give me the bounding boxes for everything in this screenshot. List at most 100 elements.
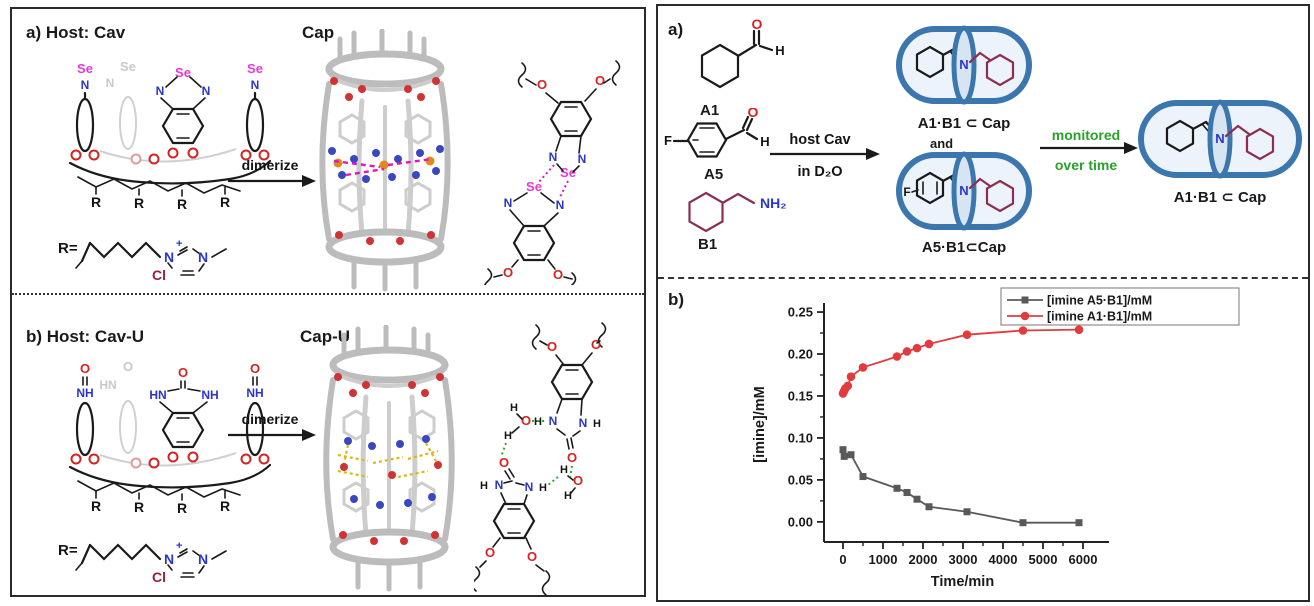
svg-text:N: N [156,84,165,98]
right-panel: a) O H A1 F O H A5 [656,4,1310,602]
svg-text:O: O [573,473,583,488]
svg-text:N: N [549,150,558,164]
compound-b1-label: B1 [698,236,718,253]
x-tick-label: 3000 [949,552,978,567]
y-tick-label: 0.10 [788,430,813,445]
svg-text:O: O [80,361,90,376]
svg-text:O: O [527,549,537,564]
and-label: and [930,136,954,151]
ghost-wall: O HN [99,359,237,467]
cap-3d-nitrogens [328,145,444,183]
svg-text:NH: NH [201,388,218,402]
cap-3d-structure [319,29,451,292]
y-tick-label: 0.05 [788,472,813,487]
svg-text:N: N [1215,131,1224,146]
data-point [903,488,911,496]
svg-text:R: R [220,194,230,209]
data-point [847,451,855,459]
compound-a5-label: A5 [704,166,724,183]
data-point [1075,519,1083,527]
data-point [912,343,922,353]
svg-text:monitored: monitored [1052,127,1120,143]
cap-3d-sticks [319,29,451,292]
svg-text:N: N [556,198,565,212]
r-group-b: R= N + Cl N [58,540,227,585]
compound-a1-label: A1 [700,102,720,119]
svg-text:R=: R= [58,542,78,559]
capsule-seam [951,25,977,105]
svg-text:Se: Se [120,59,136,74]
svg-text:R: R [134,195,144,209]
cap-u-3d-hydrogen-bonds [337,442,439,479]
benzoselenadiazole-front: Se N N [156,65,210,145]
hydrogen-bond-dots [500,420,573,486]
svg-text:R: R [134,499,144,513]
svg-text:O: O [123,359,133,374]
left-panel: a) Host: Cav Cap Se N Se N Se [10,7,646,597]
svg-text:host Cav: host Cav [789,132,850,148]
bowl-rim [68,451,272,489]
cav-u-structure-drawing: O HN O NH O NH O HN NH [68,359,272,513]
capsule-seam [1207,99,1233,179]
svg-text:H: H [510,402,518,414]
svg-text:O: O [748,108,759,120]
ghost-wall: Se N [99,59,237,163]
svg-text:R: R [91,194,101,209]
benzimidazolone-front: O HN NH [149,365,219,449]
svg-text:Se: Se [560,165,576,180]
svg-text:dimerize: dimerize [242,157,299,173]
right-panel-divider [658,277,1308,279]
se-n-interaction-detail: O O N N Se Se N N [484,60,621,285]
water-2: H O H [560,464,583,502]
x-tick-label: 4000 [989,552,1018,567]
svg-text:N: N [959,57,968,72]
svg-text:NH: NH [76,386,93,400]
kinetics-chart: 0.00 0.05 0.10 0.15 0.20 0.25 0 1000 2000 3000 400… [752,287,1240,590]
data-point [892,352,902,361]
svg-text:+: + [176,540,182,552]
x-axis-label: Time/min [931,574,994,590]
capsule-product-label: A1·B1 ⊂ Cap [1173,189,1267,206]
x-tick-label: 6000 [1069,552,1098,567]
svg-text:H: H [539,482,547,494]
svg-text:N: N [106,76,115,90]
compound-a1-structure: O H [700,18,785,89]
series-line [842,328,1080,394]
svg-text:N: N [251,78,260,92]
dimerize-arrow-b: dimerize [228,411,316,441]
capsule-a1b1: N [896,25,1032,105]
legend-marker [1021,296,1029,304]
legend-marker [1020,311,1030,321]
data-point [963,508,971,516]
cap-u-label: Cap-U [300,327,351,346]
y-axis-label: [imine]/mM [752,386,768,463]
bowl-rim [68,147,272,185]
svg-text:N: N [198,551,208,567]
compound-a5-structure: F O H [664,108,770,158]
capsule-a1b1-label: A1·B1 ⊂ Cap [917,115,1011,132]
svg-text:H: H [593,418,601,430]
svg-text:H: H [775,43,784,58]
svg-text:dimerize: dimerize [242,411,299,427]
svg-text:R: R [91,498,101,513]
svg-text:R=: R= [58,240,78,257]
svg-text:N: N [495,478,504,492]
cap-3d-chalcogen-bonds [333,157,433,177]
svg-text:HN: HN [149,388,166,402]
data-point [1074,325,1084,334]
svg-text:O: O [567,450,577,465]
left-wall: O NH [75,361,95,457]
x-tick-label: 0 [839,552,846,567]
section-a-title: a) Host: Cav [26,23,126,42]
svg-text:H: H [504,430,512,442]
top-urea-unit: O O H N N H O [531,322,607,465]
svg-text:Se: Se [247,61,263,76]
legend-entry-label: [imine A1·B1]/mM [1047,310,1152,324]
arrow-head-icon [866,148,880,160]
y-tick-label: 0.20 [788,347,813,362]
left-panel-divider [12,293,644,295]
legend-entry-label: [imine A5·B1]/mM [1047,294,1152,308]
legend-box [1000,287,1240,326]
svg-text:N: N [81,78,90,92]
